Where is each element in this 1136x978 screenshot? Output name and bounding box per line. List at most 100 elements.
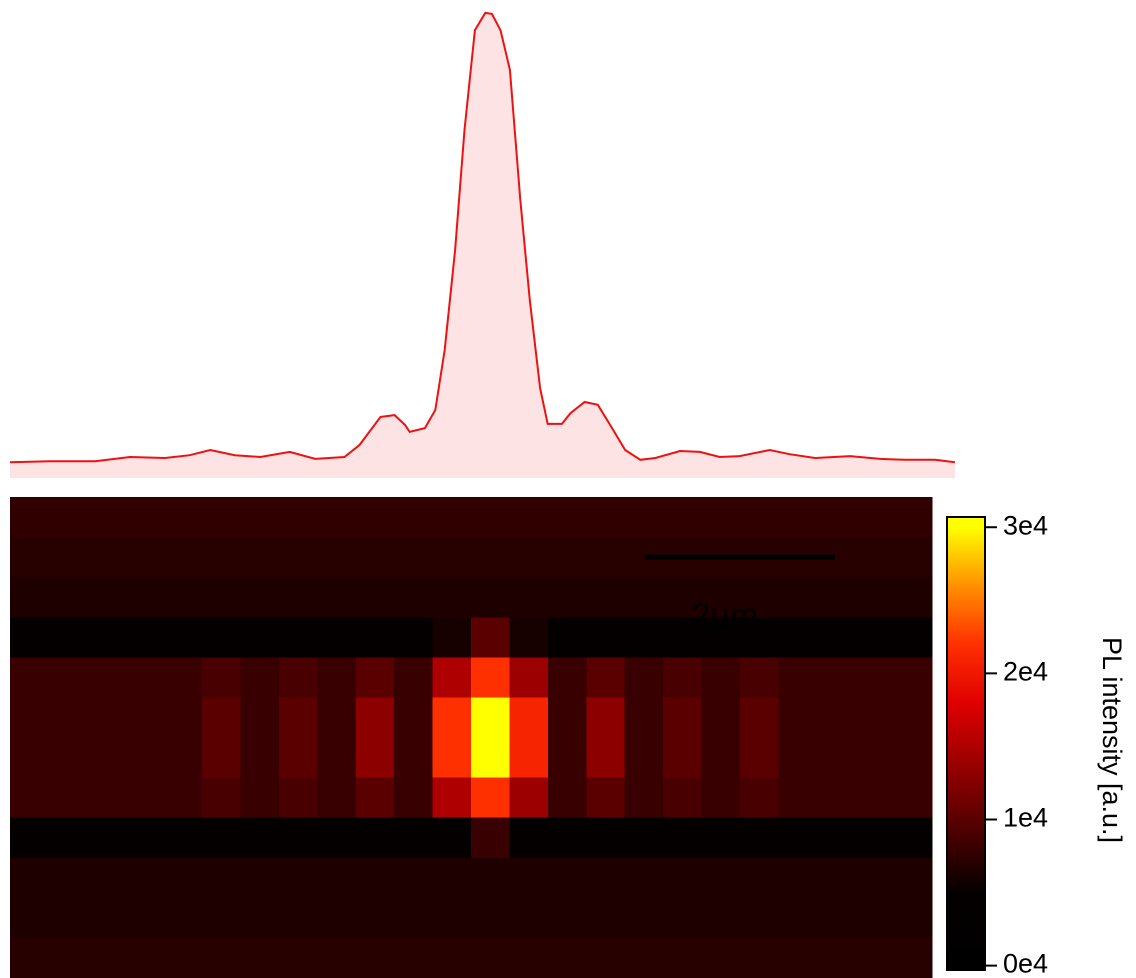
heatmap-cell [240,537,280,578]
heatmap-cell [202,857,242,899]
heatmap-cell [125,657,165,699]
heatmap-cell [394,697,434,739]
heatmap-cell [624,697,664,739]
heatmap-cell [586,577,626,618]
heatmap-cell [278,577,318,618]
colorbar [946,516,986,971]
heatmap-cell [663,817,703,859]
heatmap-cell [663,897,703,939]
heatmap-cell [471,817,511,859]
heatmap-cell [163,697,203,739]
heatmap-cell [48,617,88,658]
heatmap-cell [586,737,626,779]
heatmap-cell [317,817,357,859]
heatmap-cell [509,737,549,779]
heatmap-cell [547,617,587,658]
heatmap-cell [547,937,587,978]
heatmap-cell [125,497,165,538]
heatmap-cell [701,497,741,538]
heatmap-cell [278,737,318,779]
heatmap-cell [471,577,511,618]
heatmap-cell [778,577,818,618]
heatmap-cell [48,537,88,578]
heatmap-cell [855,497,895,538]
heatmap-cell [816,697,856,739]
heatmap-cell [624,497,664,538]
heatmap-cell [394,937,434,978]
heatmap-cell [701,897,741,939]
heatmap-cell [586,497,626,538]
heatmap-cell [240,737,280,779]
heatmap-cell [855,737,895,779]
heatmap-cell [48,817,88,859]
heatmap-cell [471,537,511,578]
heatmap-cell [278,937,318,978]
heatmap-cell [240,817,280,859]
heatmap-cell [663,697,703,739]
heatmap-cell [739,617,779,658]
heatmap-cell [202,777,242,819]
heatmap-cell [816,617,856,658]
heatmap-cell [816,817,856,859]
heatmap-cell [278,697,318,739]
heatmap-cell [471,497,511,538]
heatmap-cell [278,817,318,859]
heatmap-cell [240,657,280,699]
heatmap-cell [701,737,741,779]
heatmap-cell [432,657,472,699]
heatmap-cell [278,497,318,538]
heatmap-cell [739,657,779,699]
heatmap-cell [355,897,395,939]
heatmap-cell [739,697,779,739]
heatmap-cell [471,737,511,779]
heatmap-cell [48,937,88,978]
heatmap-cell [547,697,587,739]
heatmap-cell [163,737,203,779]
heatmap-cell [86,537,126,578]
heatmap-cell [471,937,511,978]
heatmap-cell [240,497,280,538]
heatmap-cell [624,897,664,939]
heatmap-cell [893,897,933,939]
heatmap-cell [125,857,165,899]
heatmap-cell [317,617,357,658]
heatmap-cell [86,857,126,899]
heatmap-cell [317,777,357,819]
heatmap-cell [855,617,895,658]
colorbar-tick-label: 0e4 [1003,949,1048,978]
heatmap-cell [663,937,703,978]
heatmap-cell [317,697,357,739]
heatmap-cell [624,577,664,618]
heatmap-cell [125,777,165,819]
heatmap-cell [586,617,626,658]
heatmap-cell [278,777,318,819]
scale-bar-label: 2µm [692,597,759,635]
heatmap-cell [48,697,88,739]
heatmap-cell [317,857,357,899]
heatmap-cell [10,937,50,978]
heatmap-cell [586,937,626,978]
heatmap-cell [855,777,895,819]
heatmap-cell [394,577,434,618]
heatmap-cell [547,737,587,779]
heatmap-cell [432,897,472,939]
heatmap-cell [739,577,779,618]
heatmap-cell [125,737,165,779]
heatmap-cell [240,857,280,899]
heatmap-cell [317,657,357,699]
heatmap-cell [125,897,165,939]
heatmap-cell [663,497,703,538]
heatmap-cell [432,617,472,658]
heatmap-cell [240,617,280,658]
heatmap-cell [893,697,933,739]
heatmap-cell [202,697,242,739]
heatmap-cell [86,577,126,618]
heatmap-cell [547,497,587,538]
heatmap-cell [202,817,242,859]
heatmap-cell [125,617,165,658]
heatmap-cell [701,617,741,658]
heatmap-cell [432,777,472,819]
heatmap-cell [317,537,357,578]
heatmap-cell [202,497,242,538]
